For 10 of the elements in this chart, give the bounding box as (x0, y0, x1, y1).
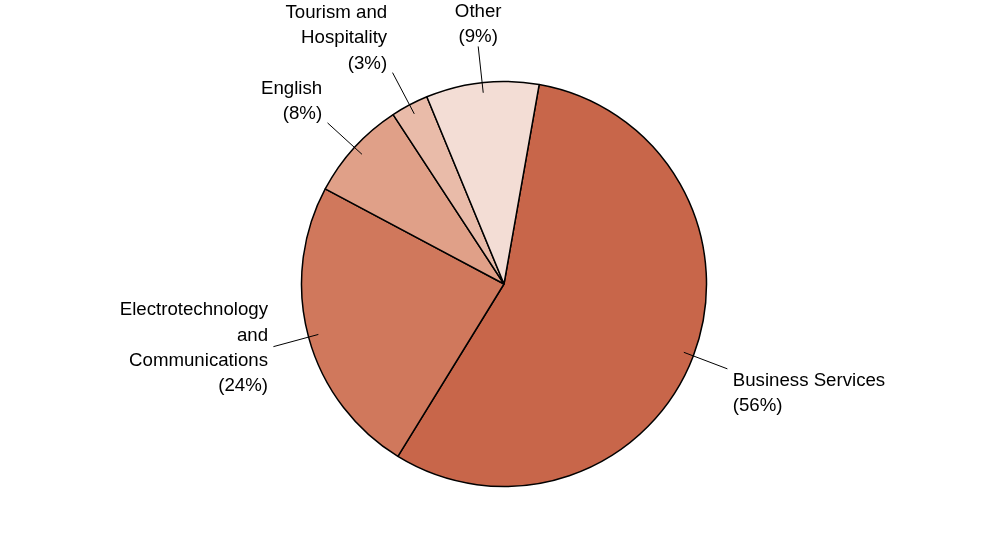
slice-label: Electrotechnology and Communications (119, 298, 269, 370)
data-label: (8%) (282, 101, 323, 123)
data-label: (3%) (347, 51, 388, 73)
data-label: (9%) (458, 25, 498, 47)
slice-label: Business Services (732, 368, 886, 390)
slice-label: English (260, 76, 323, 98)
slice-label: Tourism and Hospitality (285, 1, 388, 48)
data-label: (24%) (218, 373, 269, 395)
data-label: (56%) (732, 394, 783, 416)
slice-label: Other (454, 0, 502, 22)
